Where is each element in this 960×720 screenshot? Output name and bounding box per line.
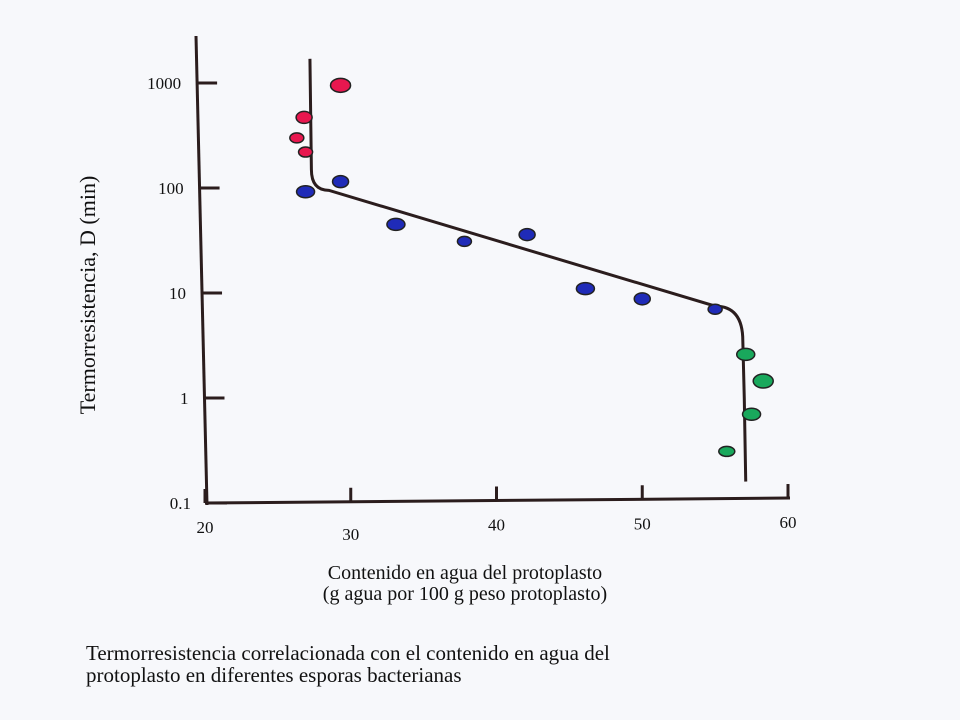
data-point — [718, 445, 736, 458]
trend-line — [308, 58, 748, 482]
y-tick-label: 10 — [169, 284, 186, 303]
y-tick-label: 100 — [158, 179, 184, 198]
y-axis-title: Termorresistencia, D (min) — [75, 176, 100, 415]
data-point — [295, 185, 316, 199]
data-point — [329, 77, 352, 94]
caption-line2: protoplasto en diferentes esporas bacter… — [86, 663, 462, 687]
x-axis-title: Contenido en agua del protoplasto (g agu… — [200, 563, 730, 605]
y-axis — [194, 35, 209, 506]
x-tick-label: 40 — [488, 516, 505, 535]
data-point — [297, 146, 314, 158]
y-ticks: 0.1 1 10 100 1000 — [147, 74, 227, 513]
y-tick-label: 1 — [180, 389, 189, 408]
data-point — [707, 303, 723, 316]
data-point — [386, 217, 406, 232]
x-tick-label: 50 — [634, 514, 651, 533]
data-point — [575, 281, 596, 296]
y-tick-label: 1000 — [147, 74, 181, 93]
data-point — [289, 132, 305, 144]
data-point — [735, 347, 756, 362]
y-tick-label: 0.1 — [170, 494, 191, 513]
x-tick-label: 20 — [197, 518, 214, 537]
data-point — [331, 174, 350, 189]
axes — [194, 35, 791, 506]
data-point — [752, 373, 774, 389]
data-point — [633, 292, 651, 306]
data-point — [741, 407, 762, 422]
caption: Termorresistencia correlacionada con el … — [86, 642, 926, 686]
x-ticks: 20 30 40 50 60 — [197, 484, 797, 544]
x-axis-title-line1: Contenido en agua del protoplasto — [327, 562, 603, 584]
x-tick-label: 30 — [342, 525, 359, 544]
data-point — [295, 110, 313, 125]
caption-line1: Termorresistencia correlacionada con el … — [86, 641, 610, 665]
x-tick-label: 60 — [780, 513, 797, 532]
data-point — [518, 227, 536, 242]
data-points — [289, 77, 774, 458]
data-point — [456, 235, 473, 248]
x-axis-title-line2: (g agua por 100 g peso protoplasto) — [322, 583, 608, 605]
